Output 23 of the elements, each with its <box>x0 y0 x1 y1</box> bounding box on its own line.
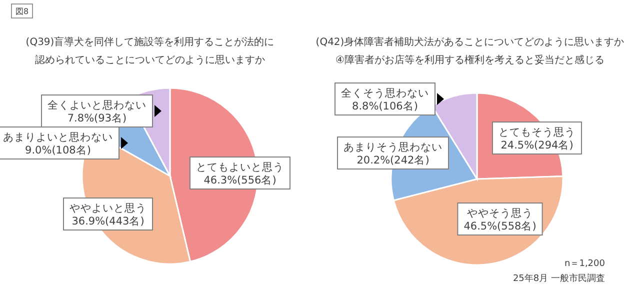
data-label: 7.8%(93名) <box>67 112 127 124</box>
chart-title: (Q39)盲導犬を同伴して施設等を利用することが法的に <box>26 36 274 48</box>
slice-label: ややそう思う <box>467 208 533 220</box>
slice-label: とてもよいと思う <box>196 162 284 174</box>
slice-label: 全くそう思わない <box>341 88 429 100</box>
text: n＝1,200 <box>564 259 606 269</box>
data-label: 46.5%(558名) <box>464 220 536 232</box>
slice-label: ややよいと思う <box>70 202 146 214</box>
data-label: 36.9%(443名) <box>72 216 144 228</box>
chart-subtitle: ④障害者がお店等を利用する権利を考えると妥当だと感じる <box>336 54 604 66</box>
caption: 図8 <box>15 7 29 16</box>
data-label: 46.3%(556名) <box>204 174 276 186</box>
chart-subtitle: 認められていることについてどのように思いますか <box>35 54 265 66</box>
text: 25年8月 一般市民調査 <box>512 273 605 284</box>
slice-label: あまりそう思わない <box>344 142 442 154</box>
data-label: 24.5%(294名) <box>500 140 574 152</box>
data-label: 9.0%(108名) <box>25 144 91 156</box>
data-label: 8.8%(106名) <box>352 100 418 112</box>
data-label: 20.2%(242名) <box>356 154 430 166</box>
slice-label: とてもそう思う <box>498 126 576 138</box>
chart-title: (Q42)身体障害者補助犬法があることについてどのように思いますか <box>316 36 624 48</box>
slice-label: 全くよいと思わない <box>48 100 146 112</box>
slice-label: あまりよいと思わない <box>3 132 113 144</box>
